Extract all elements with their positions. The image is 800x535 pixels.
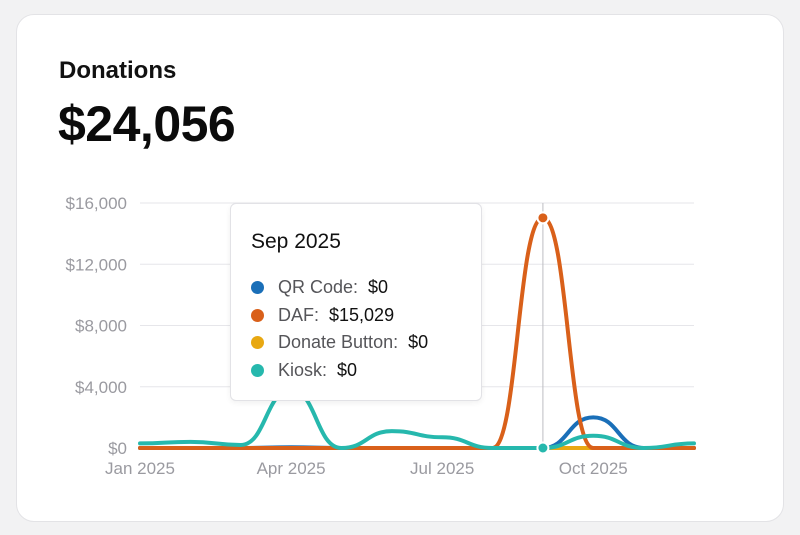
chart-series — [138, 215, 696, 450]
tooltip-row-qr-code: QR Code: $0 — [251, 274, 481, 302]
y-tick-label: $16,000 — [66, 194, 127, 213]
tooltip-value: $0 — [408, 332, 429, 353]
x-tick-label: Oct 2025 — [559, 459, 628, 478]
donations-card: Donations $24,056 — [16, 14, 784, 522]
qr-code-legend-dot — [251, 281, 264, 295]
tooltip-row-kiosk: Kiosk: $0 — [251, 357, 481, 385]
chart-tooltip: Sep 2025 QR Code: $0 DAF: $15,029 Donate… — [230, 203, 482, 401]
y-tick-label: $4,000 — [75, 378, 127, 397]
kiosk-series-line — [138, 387, 696, 450]
tooltip-value: $0 — [337, 359, 358, 380]
y-tick-label: $8,000 — [75, 317, 127, 336]
donate-button-legend-dot — [251, 336, 264, 350]
kiosk-legend-dot — [251, 363, 264, 377]
y-axis-labels: $0 $4,000 $8,000 $12,000 $16,000 — [66, 194, 127, 458]
tooltip-label: DAF: — [278, 304, 320, 325]
tooltip-row-donate-button: Donate Button: $0 — [251, 329, 481, 357]
x-tick-label: Jan 2025 — [105, 459, 175, 478]
tooltip-label: Donate Button: — [278, 332, 399, 353]
tooltip-label: Kiosk: — [278, 359, 328, 380]
y-tick-label: $0 — [108, 439, 127, 458]
x-tick-label: Jul 2025 — [410, 459, 474, 478]
card-title: Donations — [59, 57, 177, 84]
y-tick-label: $12,000 — [66, 255, 127, 274]
tooltip-row-daf: DAF: $15,029 — [251, 302, 481, 330]
daf-series-line — [138, 215, 696, 450]
tooltip-value: $0 — [368, 277, 389, 298]
chart-markers — [536, 211, 550, 455]
daf-legend-dot — [251, 308, 264, 322]
kiosk-highlight-point — [536, 441, 550, 455]
tooltip-label: QR Code: — [278, 277, 359, 298]
daf-highlight-point — [536, 211, 550, 225]
x-tick-label: Apr 2025 — [257, 459, 326, 478]
tooltip-value: $15,029 — [329, 304, 395, 325]
donations-total: $24,056 — [58, 96, 236, 152]
tooltip-title: Sep 2025 — [251, 230, 341, 253]
x-axis-labels: Jan 2025 Apr 2025 Jul 2025 Oct 2025 — [105, 459, 628, 478]
